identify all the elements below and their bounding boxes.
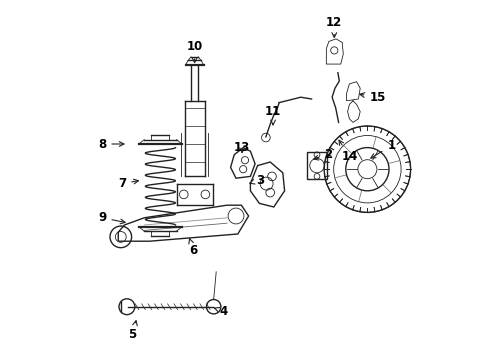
Text: 2: 2	[314, 148, 332, 161]
Text: 3: 3	[250, 174, 264, 186]
Text: 12: 12	[326, 16, 343, 37]
Text: 4: 4	[214, 305, 228, 318]
Text: 9: 9	[98, 211, 125, 224]
Text: 5: 5	[128, 321, 137, 341]
Text: 7: 7	[118, 177, 139, 190]
Text: 10: 10	[187, 40, 203, 63]
Text: 13: 13	[234, 141, 250, 154]
Text: 14: 14	[339, 140, 358, 163]
Text: 15: 15	[360, 91, 386, 104]
Text: 8: 8	[98, 138, 124, 150]
Bar	[307, 152, 327, 179]
Text: 1: 1	[371, 139, 395, 158]
Text: 6: 6	[189, 238, 197, 257]
Text: 11: 11	[265, 105, 281, 125]
